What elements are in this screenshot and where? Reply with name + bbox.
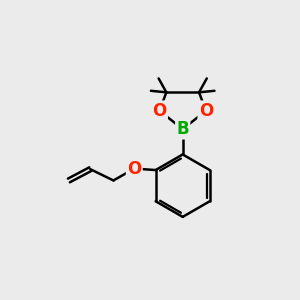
Text: B: B <box>176 120 189 138</box>
Text: O: O <box>199 102 213 120</box>
Text: O: O <box>127 160 141 178</box>
Text: O: O <box>152 102 167 120</box>
